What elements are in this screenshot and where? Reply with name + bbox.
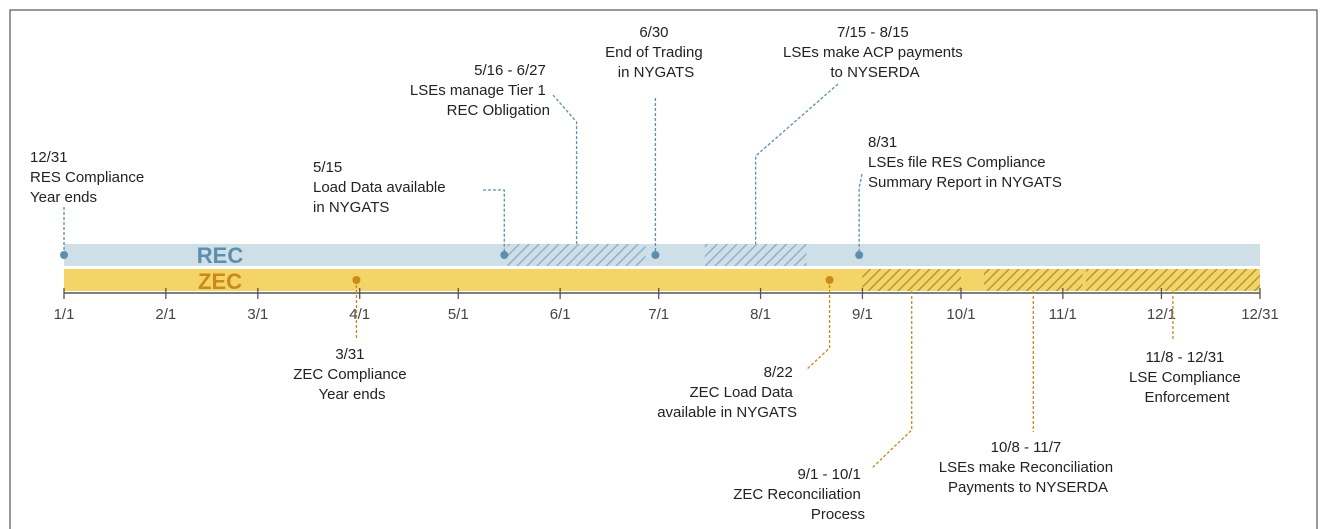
event-line: Year ends: [318, 386, 385, 403]
event-marker: [60, 251, 68, 259]
event-res-year-ends: 12/31 RES Compliance Year ends: [30, 149, 148, 206]
rec-lane-bar: [64, 244, 1260, 266]
svg-text:10/8 - 11/7 LSEs make Re: 10/8 - 11/7 LSEs make Reconciliation Pay…: [939, 439, 1117, 496]
event-manage-tier1: 5/16 - 6/27 LSEs manage Tier 1 REC Oblig…: [410, 62, 550, 119]
svg-text:5/15 Load Data available: 5/15 Load Data available in NYGATS: [313, 159, 450, 216]
zec-hatched-periods: [862, 269, 1260, 291]
event-line: Enforcement: [1144, 389, 1230, 406]
event-marker: [855, 251, 864, 259]
leader-line: [552, 94, 578, 244]
svg-text:8/22 ZEC Load Data: 8/22 ZEC Load Data available in NYGATS: [657, 364, 797, 421]
event-line: LSEs manage Tier 1: [410, 82, 546, 99]
svg-text:5/16 - 6/27 LSEs manage: 5/16 - 6/27 LSEs manage Tier 1 REC Oblig…: [410, 62, 550, 119]
event-line: to NYSERDA: [830, 64, 919, 81]
event-line: LSE Compliance: [1129, 369, 1241, 386]
event-line: Process: [811, 506, 865, 523]
zec-hatched-period: [984, 269, 1083, 291]
svg-text:7/15 - 8/15 LSEs make AC: 7/15 - 8/15 LSEs make ACP payments to NY…: [783, 24, 967, 81]
event-line: End of Trading: [605, 44, 703, 61]
svg-text:12/31 RES Compliance: 12/31 RES Compliance Year ends: [30, 149, 148, 206]
event-line: Summary Report in NYGATS: [868, 174, 1062, 191]
event-line: LSEs file RES Compliance: [868, 154, 1046, 171]
axis-tick-label: 5/1: [448, 306, 469, 323]
leader-line: [754, 83, 839, 244]
event-line: ZEC Reconciliation: [733, 486, 861, 503]
event-marker: [500, 251, 509, 259]
event-line: LSEs make Reconciliation: [939, 459, 1113, 476]
zec-hatched-period: [862, 269, 961, 291]
event-markers: [60, 251, 864, 284]
leader-line: [805, 280, 831, 371]
leader-line: [483, 189, 505, 255]
axis-tick-label: 6/1: [550, 306, 571, 323]
rec-hatched-periods: [507, 244, 807, 266]
event-date: 9/1 - 10/1: [797, 466, 860, 483]
event-line: ZEC Compliance: [293, 366, 406, 383]
event-load-data: 5/15 Load Data available in NYGATS: [313, 159, 450, 216]
event-date: 3/31: [335, 346, 364, 363]
axis-tick-label: 8/1: [750, 306, 771, 323]
axis-tick-label: 7/1: [648, 306, 669, 323]
event-res-report: 8/31 LSEs file RES Compliance Summary Re…: [868, 134, 1062, 191]
event-line: in NYGATS: [618, 64, 694, 81]
event-date: 8/22: [764, 364, 793, 381]
event-date: 12/31: [30, 149, 68, 166]
event-zec-reconciliation: 9/1 - 10/1 ZEC Reconciliation Process: [733, 466, 865, 523]
axis-tick-label: 3/1: [247, 306, 268, 323]
event-marker: [651, 251, 660, 259]
event-line: available in NYGATS: [657, 404, 797, 421]
event-line: ZEC Load Data: [689, 384, 793, 401]
zec-hatched-period: [1085, 269, 1260, 291]
svg-text:8/31 LSEs file RES Compl: 8/31 LSEs file RES Compliance Summary Re…: [868, 134, 1062, 191]
axis-tick-label: 10/1: [946, 306, 975, 323]
event-line: Year ends: [30, 189, 97, 206]
event-compliance-enforcement: 11/8 - 12/31 LSE Compliance Enforcement: [1129, 349, 1245, 406]
leader-line: [871, 291, 913, 469]
event-line: REC Obligation: [447, 102, 550, 119]
zec-lane-label: ZEC: [198, 269, 242, 294]
event-acp-payments: 7/15 - 8/15 LSEs make ACP payments to NY…: [783, 24, 967, 81]
svg-text:6/30 End of Trading: 6/30 End of Trading in NYGATS: [605, 24, 707, 81]
axis-tick-label: 9/1: [852, 306, 873, 323]
svg-text:9/1 - 10/1 ZEC Reconcili: 9/1 - 10/1 ZEC Reconciliation Process: [733, 466, 865, 523]
axis-tick-label: 4/1: [349, 306, 370, 323]
axis-ticks: 1/1 2/1 3/1 4/1 5/1 6/1 7/1 8/1 9/1 10/1 11/1 12/1 1…: [54, 288, 1279, 323]
event-date: 11/8 - 12/31: [1145, 349, 1224, 366]
leader-lines: [63, 83, 1174, 469]
event-line: Payments to NYSERDA: [948, 479, 1108, 496]
rec-lane-label: REC: [197, 243, 244, 268]
event-marker: [352, 276, 361, 284]
event-date: 5/15: [313, 159, 342, 176]
event-date: 5/16 - 6/27: [474, 62, 546, 79]
rec-hatched-period: [507, 244, 646, 266]
event-line: RES Compliance: [30, 169, 144, 186]
event-marker: [825, 276, 834, 284]
event-zec-year-ends: 3/31 ZEC Compliance Year ends: [293, 346, 411, 403]
axis-tick-label: 12/31: [1241, 306, 1279, 323]
svg-text:3/31 ZEC Compliance: 3/31 ZEC Compliance Year ends: [293, 346, 411, 403]
event-date: 8/31: [868, 134, 897, 151]
event-line: LSEs make ACP payments: [783, 44, 963, 61]
event-line: Load Data available: [313, 179, 446, 196]
event-reconciliation-payments: 10/8 - 11/7 LSEs make Reconciliation Pay…: [939, 439, 1117, 496]
event-line: in NYGATS: [313, 199, 389, 216]
event-date: 10/8 - 11/7: [991, 439, 1062, 456]
event-end-trading: 6/30 End of Trading in NYGATS: [605, 24, 707, 81]
axis-tick-label: 12/1: [1147, 306, 1176, 323]
axis-tick-label: 11/1: [1049, 306, 1077, 323]
axis-tick-label: 2/1: [155, 306, 176, 323]
event-date: 7/15 - 8/15: [837, 24, 909, 41]
event-date: 6/30: [639, 24, 668, 41]
rec-hatched-period: [704, 244, 807, 266]
event-zec-load-data: 8/22 ZEC Load Data available in NYGATS: [657, 364, 797, 421]
axis-tick-label: 1/1: [54, 306, 75, 323]
svg-text:11/8 - 12/31 LSE Complia: 11/8 - 12/31 LSE Compliance Enforcement: [1129, 349, 1245, 406]
